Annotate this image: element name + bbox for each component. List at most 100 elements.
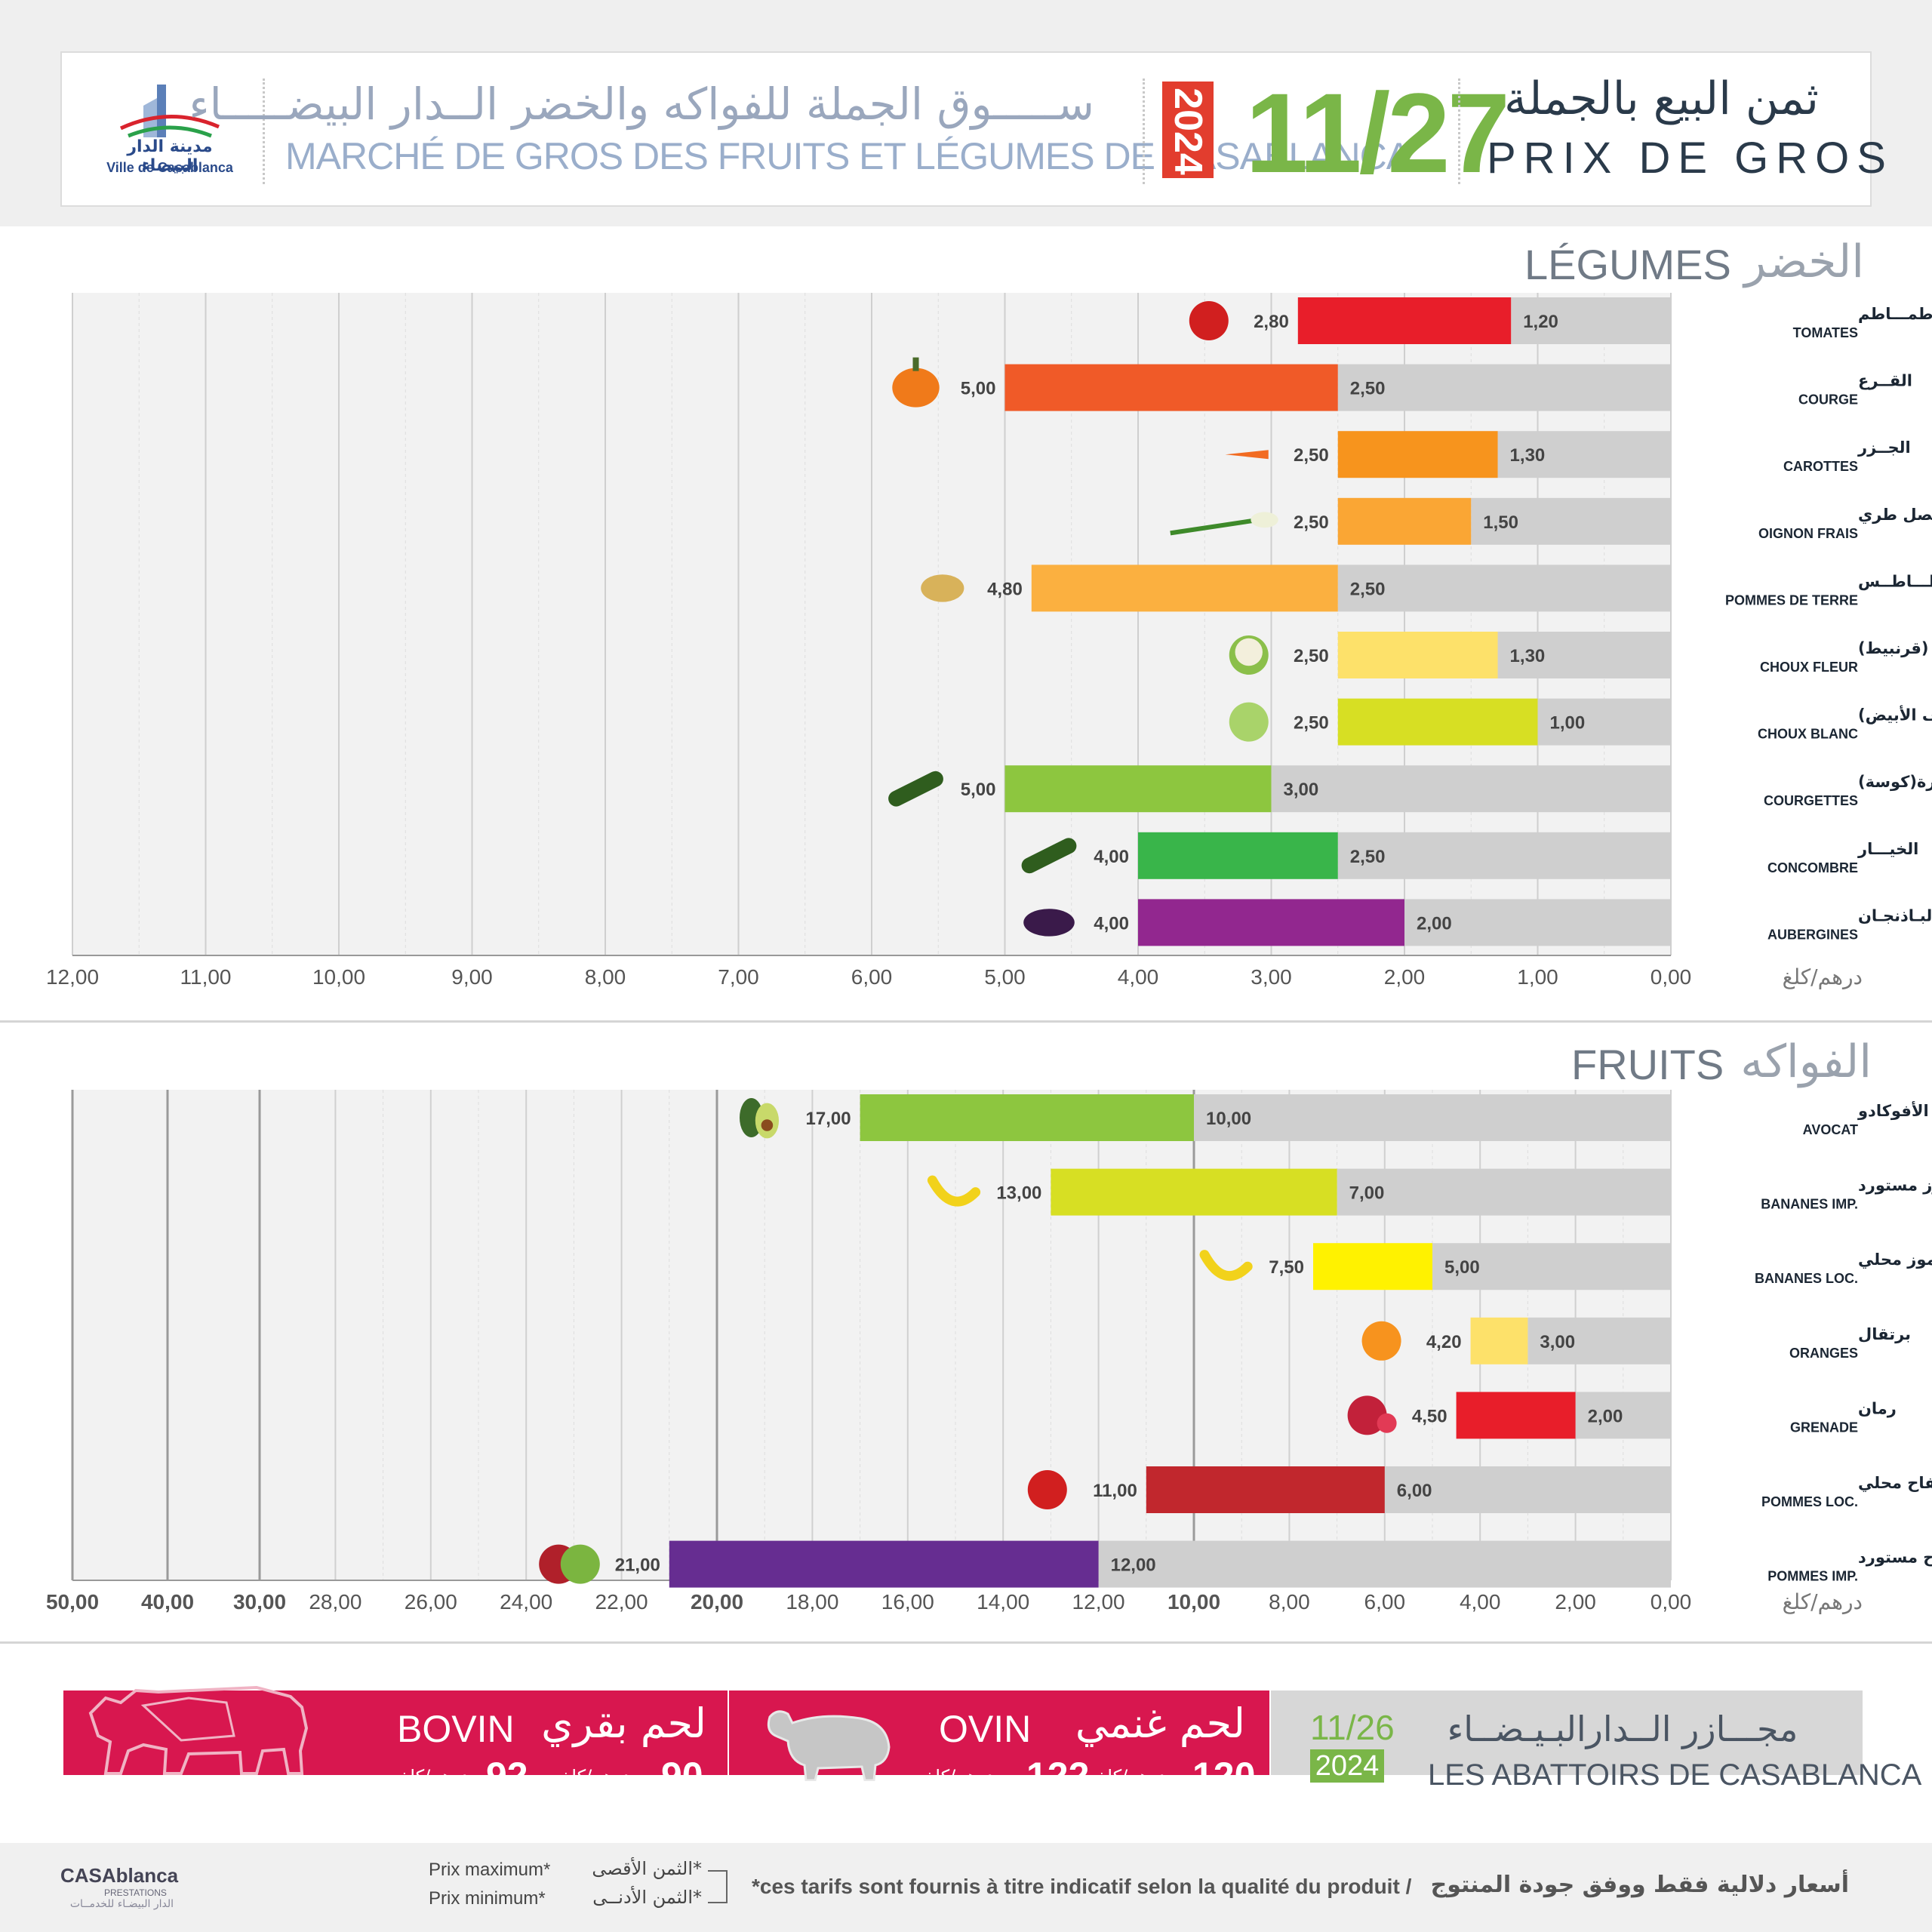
x-tick-label: 3,00: [1251, 965, 1292, 989]
x-tick-label: 10,00: [1168, 1590, 1220, 1614]
row-label-fr: OIGNON FRAIS: [1758, 526, 1858, 541]
min-price-label: 2,50: [1350, 847, 1386, 867]
price-date: 11/27: [1245, 69, 1510, 196]
apples-icon: [539, 1544, 600, 1584]
min-price-bar: [1384, 1466, 1671, 1513]
max-price-bar: [1138, 832, 1338, 879]
row-label-ar: تفاح مستورد: [1858, 1549, 1932, 1567]
legend-max-fr: Prix maximum*: [429, 1860, 551, 1880]
legend-min-fr: Prix minimum*: [429, 1888, 546, 1909]
banana-icon: [1199, 1250, 1253, 1281]
max-price-label: 5,00: [961, 780, 996, 800]
min-price-label: 6,00: [1397, 1481, 1432, 1501]
row-label-fr: AVOCAT: [1803, 1122, 1858, 1137]
max-price-label: 11,00: [1093, 1481, 1137, 1501]
min-price-bar: [1527, 1317, 1671, 1364]
min-price-bar: [1271, 765, 1671, 813]
max-price-label: 4,20: [1426, 1332, 1462, 1352]
section-divider: [0, 1020, 1932, 1023]
max-price-label: 4,80: [987, 579, 1023, 599]
brand-ar: الدار البيضـاء للخدمــات: [69, 1898, 174, 1910]
max-price-bar: [1337, 497, 1472, 545]
max-price-label: 21,00: [615, 1555, 660, 1576]
min-price-label: 12,00: [1111, 1555, 1156, 1576]
x-tick-label: 6,00: [1364, 1590, 1406, 1614]
bovin-min-price: 90: [661, 1755, 703, 1797]
row-label-ar: كرومب (الملفوف الأبيض): [1858, 705, 1932, 724]
orange-icon: [1361, 1321, 1401, 1361]
legend-max-ar: *الثمن الأقصى: [592, 1858, 702, 1879]
x-tick-label: 50,00: [46, 1590, 99, 1614]
min-price-bar: [1337, 832, 1671, 879]
row-label-ar: طمـــاطم: [1858, 305, 1932, 323]
x-tick-label: 0,00: [1651, 1590, 1692, 1614]
row-label-ar: قرعة خضرة(كوسة): [1858, 773, 1932, 791]
min-price-label: 2,00: [1417, 913, 1452, 934]
x-tick-label: 26,00: [405, 1590, 457, 1614]
row-label-fr: AUBERGINES: [1767, 927, 1858, 942]
row-label-fr: COURGETTES: [1764, 793, 1858, 808]
max-price-bar: [1337, 698, 1538, 746]
city-emblem-icon: [119, 85, 220, 138]
year-badge: 2024: [1162, 82, 1214, 178]
min-price-label: 1,50: [1483, 512, 1518, 533]
vegetables-chart: 12,00 11,00 10,00 9,00 8,00 7,00 6,00 5,00 4,00 3…: [46, 293, 1932, 989]
brand-name: CASAblanca: [60, 1864, 179, 1887]
footer-brand: CASAblanca PRESTATIONS الدار البيضـاء لل…: [60, 1864, 178, 1910]
abattoirs-year: 2024: [1310, 1749, 1384, 1783]
ovin-unit: درهم/كلغ: [925, 1766, 995, 1787]
min-price-bar: [1194, 1094, 1671, 1141]
x-tick-label: 7,00: [718, 965, 759, 989]
wholesale-price-title-fr: PRIX DE GROS: [1487, 134, 1894, 183]
market-title-fr: MARCHÉ DE GROS DES FRUITS ET LÉGUMES DE …: [285, 135, 1411, 177]
beef-cuts-icon: [88, 1685, 309, 1775]
eggplant-icon: [1023, 909, 1075, 937]
x-tick-label: 10,00: [312, 965, 365, 989]
row-label-fr: CHOUX FLEUR: [1760, 660, 1858, 675]
max-price-label: 13,00: [996, 1183, 1041, 1204]
x-tick-label: 22,00: [595, 1590, 648, 1614]
max-price-bar: [860, 1094, 1194, 1141]
min-price-label: 3,00: [1284, 780, 1319, 800]
row-label-ar: برتقال: [1858, 1325, 1911, 1343]
max-price-label: 4,00: [1094, 847, 1129, 867]
cauliflower-icon: [1229, 635, 1269, 675]
max-price-label: 4,00: [1094, 913, 1129, 934]
x-tick-label: 4,00: [1118, 965, 1159, 989]
max-price-label: 4,50: [1412, 1406, 1447, 1426]
row-label-ar: الأفوكادو: [1857, 1100, 1929, 1120]
header-card: [60, 51, 1872, 207]
min-price-label: 1,30: [1510, 445, 1546, 466]
x-tick-label: 8,00: [585, 965, 626, 989]
x-tick-label: 28,00: [309, 1590, 361, 1614]
row-label-ar: بصل طري: [1858, 506, 1932, 525]
max-price-label: 2,50: [1294, 646, 1329, 666]
max-price-label: 7,50: [1269, 1257, 1304, 1278]
x-tick-label: 16,00: [881, 1590, 934, 1614]
min-price-bar: [1098, 1540, 1671, 1588]
max-price-bar: [1138, 899, 1404, 946]
row-label-fr: CONCOMBRE: [1767, 860, 1858, 875]
axis-unit: درهم/كلغ: [1783, 964, 1863, 989]
max-price-bar: [1004, 364, 1338, 411]
min-price-bar: [1575, 1392, 1671, 1439]
min-price-bar: [1537, 698, 1671, 746]
market-title-ar: ســـــوق الجملة للفواكه والخضر الــدار ا…: [189, 78, 1094, 130]
x-tick-label: 20,00: [691, 1590, 743, 1614]
x-tick-label: 6,00: [851, 965, 893, 989]
min-price-bar: [1337, 1168, 1671, 1216]
header-separator: [263, 78, 265, 184]
row-label-ar: موز محلي: [1858, 1251, 1932, 1269]
x-tick-label: 30,00: [233, 1590, 286, 1614]
max-price-bar: [1337, 431, 1498, 478]
max-price-bar: [1337, 632, 1498, 678]
row-label-ar: بطـــاطــس: [1858, 572, 1932, 590]
row-label-ar: رمان: [1858, 1399, 1897, 1417]
row-label-ar: تفاح محلي: [1858, 1474, 1932, 1492]
min-price-label: 2,00: [1588, 1406, 1623, 1426]
row-label-fr: BANANES IMP.: [1761, 1197, 1858, 1212]
row-label-fr: POMMES LOC.: [1761, 1494, 1858, 1509]
bovin-unit: درهم/كلغ: [561, 1766, 631, 1787]
cabbage-icon: [1229, 702, 1269, 742]
min-price-bar: [1471, 497, 1671, 545]
